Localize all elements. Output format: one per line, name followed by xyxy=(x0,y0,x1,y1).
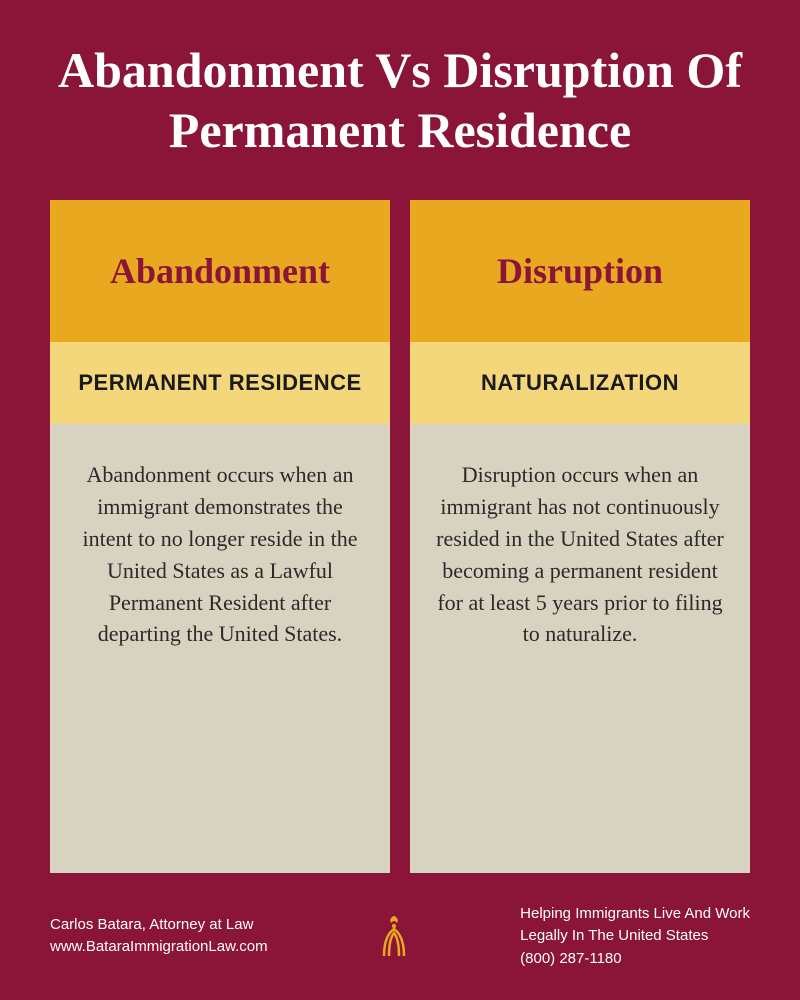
footer-website: www.BataraImmigrationLaw.com xyxy=(50,936,268,959)
column-body-disruption: Disruption occurs when an immigrant has … xyxy=(410,424,750,873)
footer-logo-wrap xyxy=(369,911,419,961)
logo-icon xyxy=(369,911,419,961)
column-header-abandonment: Abandonment xyxy=(50,200,390,342)
footer-attorney-info: Carlos Batara, Attorney at Law www.Batar… xyxy=(50,914,268,959)
footer: Carlos Batara, Attorney at Law www.Batar… xyxy=(50,903,750,971)
column-header-disruption: Disruption xyxy=(410,200,750,342)
comparison-columns: Abandonment PERMANENT RESIDENCE Abandonm… xyxy=(50,200,750,873)
column-subheader-abandonment: PERMANENT RESIDENCE xyxy=(50,342,390,424)
infographic-container: Abandonment Vs Disruption Of Permanent R… xyxy=(0,0,800,1000)
column-disruption: Disruption NATURALIZATION Disruption occ… xyxy=(410,200,750,873)
column-body-abandonment: Abandonment occurs when an immigrant dem… xyxy=(50,424,390,873)
column-subheader-disruption: NATURALIZATION xyxy=(410,342,750,424)
footer-phone: (800) 287-1180 xyxy=(520,948,750,971)
page-title: Abandonment Vs Disruption Of Permanent R… xyxy=(50,40,750,160)
footer-tagline-2: Legally In The United States xyxy=(520,925,750,948)
footer-attorney-name: Carlos Batara, Attorney at Law xyxy=(50,914,268,937)
footer-tagline: Helping Immigrants Live And Work Legally… xyxy=(520,903,750,971)
column-abandonment: Abandonment PERMANENT RESIDENCE Abandonm… xyxy=(50,200,390,873)
footer-tagline-1: Helping Immigrants Live And Work xyxy=(520,903,750,926)
